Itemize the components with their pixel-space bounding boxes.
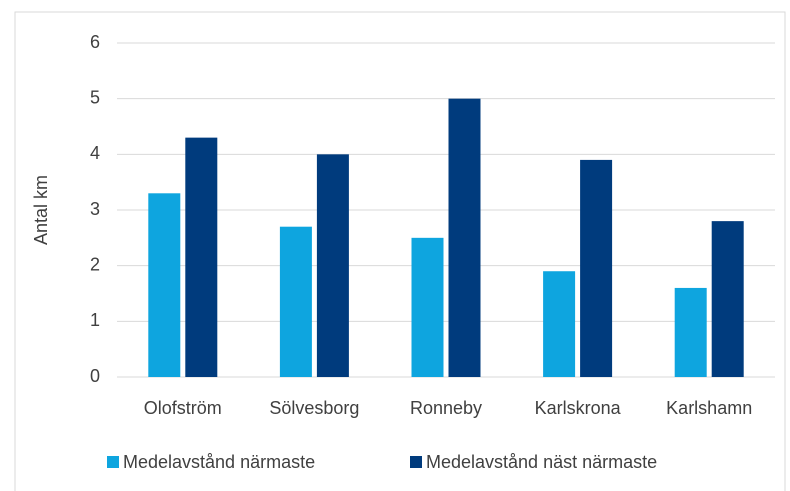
bar	[580, 159, 613, 377]
chart-frame	[14, 11, 786, 491]
legend-label: Medelavstånd närmaste	[123, 452, 315, 472]
x-tick-label: Ronneby	[410, 398, 482, 418]
x-tick-label: Sölvesborg	[269, 398, 359, 418]
legend-label: Medelavstånd näst närmaste	[426, 452, 657, 472]
bar	[316, 154, 349, 377]
x-tick-label: Olofström	[144, 398, 222, 418]
bar	[185, 137, 218, 377]
y-tick-label: 4	[90, 143, 100, 163]
bar	[148, 193, 181, 377]
bar	[674, 287, 707, 377]
y-tick-label: 5	[90, 87, 100, 107]
bar	[279, 226, 312, 377]
y-tick-label: 6	[90, 32, 100, 52]
y-tick-label: 3	[90, 199, 100, 219]
x-tick-label: Karlskrona	[535, 398, 622, 418]
y-axis-title: Antal km	[31, 175, 51, 245]
legend-swatch	[107, 456, 119, 468]
y-tick-label: 0	[90, 366, 100, 386]
legend-swatch	[410, 456, 422, 468]
bar	[411, 237, 444, 377]
bar	[543, 271, 576, 377]
y-tick-label: 2	[90, 254, 100, 274]
y-tick-label: 1	[90, 310, 100, 330]
x-tick-label: Karlshamn	[666, 398, 752, 418]
bar	[448, 98, 481, 378]
bar	[711, 221, 744, 377]
